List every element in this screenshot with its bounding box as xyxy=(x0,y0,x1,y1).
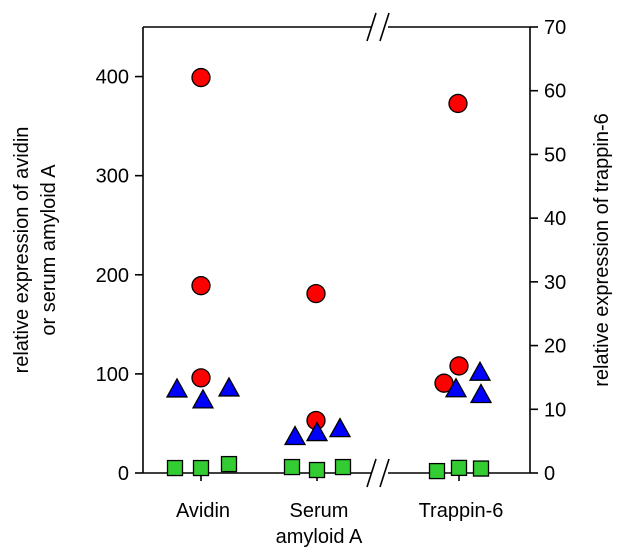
left-tick-label: 200 xyxy=(96,265,129,287)
x-category-label: Serum amyloid A xyxy=(276,500,363,548)
data-point-square xyxy=(166,459,184,477)
left-axis-title: relative expression of avidin or serum am… xyxy=(11,127,60,374)
data-point-circle xyxy=(449,356,469,376)
left-axis-title-line: relative expression of avidin xyxy=(11,127,33,374)
data-point-triangle xyxy=(444,377,468,398)
right-tick-label: 40 xyxy=(544,208,566,230)
right-axis-title: relative expression of trappin-6 xyxy=(591,113,613,386)
right-tick-label: 30 xyxy=(544,272,566,294)
data-point-square xyxy=(220,455,238,473)
data-point-triangle xyxy=(328,417,352,438)
axis-break-mark xyxy=(379,458,390,488)
axis-break-mark xyxy=(366,458,377,488)
data-point-circle xyxy=(448,93,468,114)
data-point-square xyxy=(450,459,468,477)
data-point-circle xyxy=(191,276,211,296)
axis-break-mark xyxy=(379,12,390,42)
chart-labels: Avidin Serum amyloid A Trappin-6 relative ex… xyxy=(11,113,613,548)
data-point-triangle xyxy=(469,383,493,404)
chart-points xyxy=(165,67,493,480)
left-tick-label: 100 xyxy=(96,364,129,386)
data-point-triangle xyxy=(191,388,215,409)
data-point-square xyxy=(472,460,490,477)
data-point-circle xyxy=(191,67,211,88)
x-category-label-line: Serum xyxy=(290,500,349,522)
x-category-label-line: amyloid A xyxy=(276,526,363,548)
right-tick-label: 10 xyxy=(544,399,566,421)
chart-ticks: 0 100 200 300 400 0 10 20 30 40 50 60 70 xyxy=(96,17,567,485)
x-category-label: Trappin-6 xyxy=(419,500,504,522)
data-point-square xyxy=(428,462,446,480)
right-tick-label: 50 xyxy=(544,144,566,166)
data-point-square xyxy=(308,461,326,479)
left-axis-title-line: or serum amyloid A xyxy=(38,164,60,336)
right-tick-label: 70 xyxy=(544,17,566,39)
data-point-triangle xyxy=(305,421,329,442)
data-point-triangle xyxy=(283,425,307,446)
data-point-triangle xyxy=(468,360,492,381)
axis-break-mark xyxy=(366,12,377,42)
data-point-square xyxy=(334,458,352,476)
data-point-square xyxy=(192,459,210,477)
x-category-label-line: Avidin xyxy=(176,500,230,522)
data-point-triangle xyxy=(217,376,241,397)
data-point-circle xyxy=(306,283,326,304)
data-point-triangle xyxy=(165,377,189,398)
data-point-circle xyxy=(191,368,211,388)
right-tick-label: 20 xyxy=(544,336,566,358)
left-tick-label: 300 xyxy=(96,166,129,188)
left-tick-label: 0 xyxy=(118,463,129,485)
data-point-square xyxy=(283,458,301,476)
right-tick-label: 0 xyxy=(544,463,555,485)
right-tick-label: 60 xyxy=(544,81,566,103)
x-category-label-line: Trappin-6 xyxy=(419,500,504,522)
x-category-label: Avidin xyxy=(176,500,230,522)
left-tick-label: 400 xyxy=(96,67,129,89)
